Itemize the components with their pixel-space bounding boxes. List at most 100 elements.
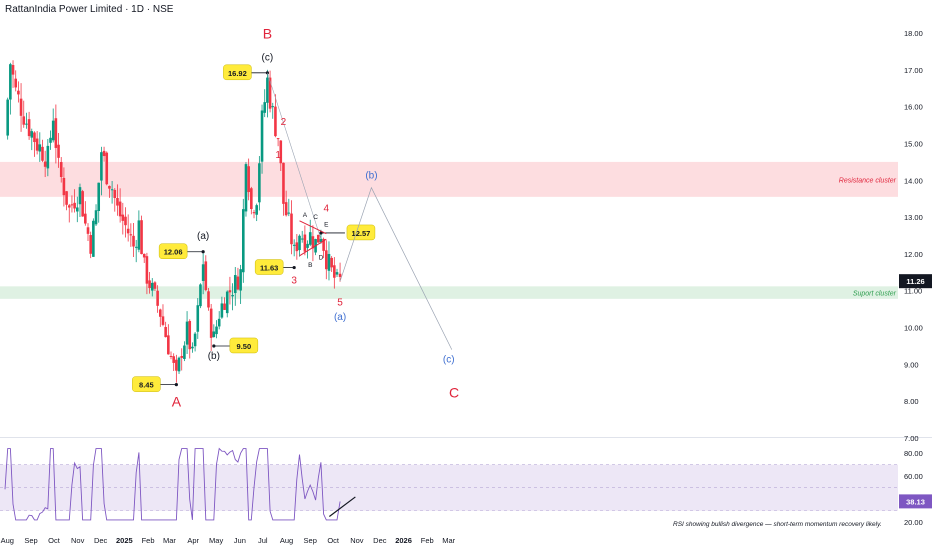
candle-body[interactable] [268, 77, 272, 109]
candle-body[interactable] [97, 182, 101, 211]
candle-body[interactable] [102, 150, 106, 157]
candle-body[interactable] [73, 202, 76, 209]
candle-body[interactable] [325, 250, 328, 270]
candle-body[interactable] [338, 273, 342, 277]
candle-body[interactable] [70, 204, 74, 206]
candle-body[interactable] [100, 152, 103, 181]
candle-body[interactable] [145, 256, 149, 284]
candle-body[interactable] [271, 106, 275, 108]
candle-body[interactable] [196, 305, 200, 332]
candle-body[interactable] [46, 145, 50, 169]
candle-body[interactable] [35, 138, 39, 151]
candle-body[interactable] [236, 276, 240, 290]
candle-body[interactable] [19, 98, 23, 116]
candle-body[interactable] [92, 220, 95, 257]
candle-body[interactable] [311, 236, 315, 249]
candle-body[interactable] [54, 118, 58, 148]
candle-body[interactable] [266, 77, 269, 103]
candle-body[interactable] [132, 235, 135, 247]
candle-body[interactable] [172, 356, 175, 363]
candle-body[interactable] [84, 213, 87, 224]
candle-body[interactable] [156, 290, 159, 306]
candle-body[interactable] [169, 356, 173, 358]
candle-body[interactable] [129, 234, 133, 236]
candle-body[interactable] [33, 132, 36, 143]
candle-body[interactable] [188, 320, 192, 350]
candle-body[interactable] [330, 257, 333, 268]
candle-body[interactable] [279, 140, 283, 164]
candle-body[interactable] [175, 359, 178, 371]
candle-body[interactable] [121, 214, 125, 221]
candle-body[interactable] [134, 246, 138, 248]
candle-body[interactable] [105, 152, 109, 185]
candle-body[interactable] [67, 205, 71, 208]
candle-body[interactable] [252, 212, 256, 214]
candle-body[interactable] [27, 119, 31, 137]
candle-body[interactable] [193, 333, 197, 347]
candle-body[interactable] [89, 235, 92, 254]
candle-body[interactable] [51, 120, 55, 141]
candle-body[interactable] [177, 357, 181, 372]
candle-body[interactable] [43, 161, 47, 167]
candle-body[interactable] [183, 345, 186, 359]
candle-body[interactable] [241, 209, 245, 273]
candle-body[interactable] [244, 164, 248, 212]
candle-body[interactable] [41, 146, 44, 161]
candle-body[interactable] [260, 110, 264, 162]
candle-body[interactable] [116, 197, 119, 206]
candle-body[interactable] [9, 64, 12, 100]
candle-body[interactable] [167, 335, 170, 355]
candle-body[interactable] [59, 162, 63, 178]
candle-body[interactable] [308, 232, 312, 245]
candle-body[interactable] [274, 106, 277, 137]
candle-body[interactable] [57, 144, 60, 158]
candle-body[interactable] [284, 202, 288, 216]
candle-body[interactable] [225, 291, 229, 314]
candle-body[interactable] [148, 280, 151, 289]
candle-body[interactable] [231, 295, 234, 297]
candle-body[interactable] [207, 291, 210, 308]
candle-body[interactable] [140, 220, 143, 255]
candle-body[interactable] [25, 123, 28, 125]
candle-body[interactable] [282, 162, 285, 204]
candle-body[interactable] [333, 265, 336, 278]
candle-body[interactable] [209, 308, 213, 338]
candle-body[interactable] [78, 187, 82, 205]
candle-body[interactable] [49, 137, 52, 143]
candle-body[interactable] [233, 275, 237, 294]
candle-body[interactable] [108, 185, 111, 189]
candle-body[interactable] [150, 282, 154, 291]
candle-body[interactable] [316, 234, 320, 243]
candle-body[interactable] [22, 116, 26, 125]
candle-body[interactable] [65, 191, 68, 205]
candle-body[interactable] [38, 144, 42, 152]
candle-body[interactable] [185, 321, 189, 345]
candle-body[interactable] [164, 326, 167, 338]
candle-body[interactable] [137, 220, 141, 250]
candle-body[interactable] [263, 102, 267, 113]
candle-body[interactable] [258, 163, 261, 203]
candle-body[interactable] [215, 326, 218, 335]
candle-body[interactable] [247, 166, 250, 193]
candle-body[interactable] [180, 356, 184, 358]
candle-body[interactable] [201, 264, 205, 281]
candle-body[interactable] [292, 244, 296, 246]
candle-body[interactable] [75, 207, 79, 212]
candle-body[interactable] [295, 242, 299, 252]
candle-body[interactable] [86, 227, 90, 234]
candle-body[interactable] [118, 201, 122, 217]
candle-body[interactable] [220, 303, 224, 318]
candle-body[interactable] [62, 177, 66, 196]
candle-body[interactable] [191, 346, 194, 349]
candle-body[interactable] [250, 188, 253, 210]
candle-body[interactable] [306, 243, 309, 248]
candle-body[interactable] [14, 78, 18, 88]
candle-body[interactable] [142, 253, 146, 258]
candle-body[interactable] [276, 138, 280, 140]
candle-body[interactable] [300, 238, 304, 240]
candle-body[interactable] [212, 331, 216, 338]
candle-body[interactable] [81, 191, 84, 217]
candle-body[interactable] [290, 213, 293, 245]
candle-body[interactable] [199, 284, 202, 307]
